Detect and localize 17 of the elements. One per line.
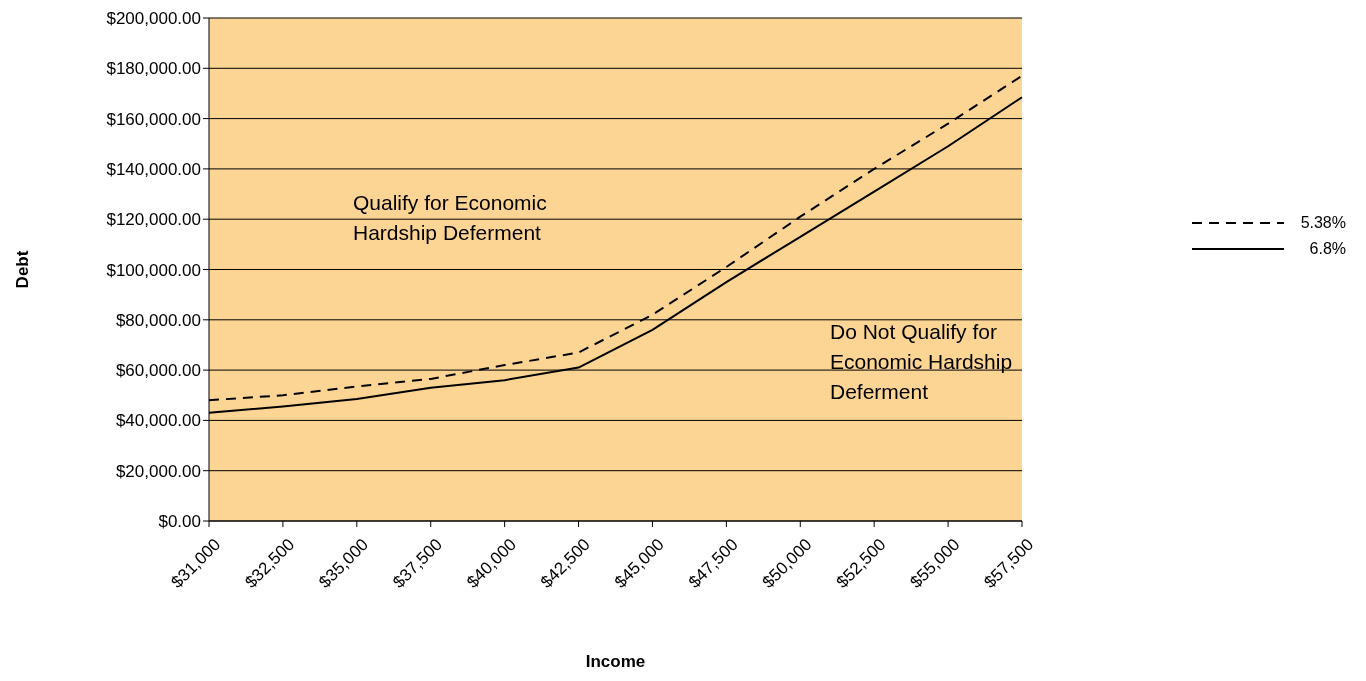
- annotation: Do Not Qualify for Economic Hardship Deferment: [830, 319, 1014, 405]
- y-axis-title: Debt: [13, 250, 33, 289]
- text: 6.8%: [1308, 240, 1346, 258]
- y-tick-label: $20,000.00: [115, 461, 201, 481]
- y-tick-label: $180,000.00: [106, 59, 201, 79]
- y-tick-label: $60,000.00: [115, 361, 201, 381]
- text: 5.38%: [1299, 214, 1346, 232]
- x-axis-title: Income: [585, 652, 646, 671]
- y-tick-label: $80,000.00: [115, 310, 201, 330]
- y-tick-label: $120,000.00: [106, 210, 201, 230]
- y-tick-label: $140,000.00: [106, 159, 201, 179]
- y-tick-label: $0.00: [158, 512, 201, 532]
- annotation: Qualify for Economic Hardship Deferment: [353, 190, 548, 246]
- y-tick-label: $100,000.00: [106, 260, 201, 280]
- y-tick-label: $40,000.00: [115, 411, 201, 431]
- y-tick-label: $160,000.00: [106, 109, 201, 129]
- y-tick-label: $200,000.00: [106, 9, 201, 29]
